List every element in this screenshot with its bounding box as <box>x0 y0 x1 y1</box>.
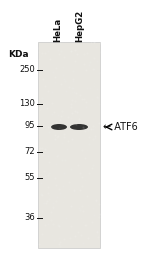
Text: 130: 130 <box>19 100 35 109</box>
Ellipse shape <box>70 124 88 130</box>
Text: 36: 36 <box>24 214 35 222</box>
Text: 55: 55 <box>24 174 35 183</box>
Text: 95: 95 <box>24 122 35 131</box>
Ellipse shape <box>51 124 67 130</box>
Text: 250: 250 <box>19 66 35 74</box>
Text: 72: 72 <box>24 147 35 156</box>
Text: HeLa: HeLa <box>54 18 63 42</box>
Text: KDa: KDa <box>8 50 28 59</box>
Bar <box>38 42 100 248</box>
Text: HepG2: HepG2 <box>75 10 84 42</box>
Text: ← ATF6: ← ATF6 <box>103 122 138 132</box>
